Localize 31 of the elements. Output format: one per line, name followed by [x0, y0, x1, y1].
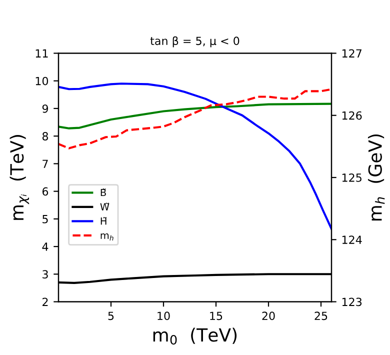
y-tick-label: 10: [36, 76, 48, 86]
y-tick-label: 11: [36, 49, 48, 58]
line-series: [58, 102, 332, 130]
legend-label: m$_{h}$: [100, 233, 114, 240]
y2-tick-label: 126: [342, 111, 362, 120]
y-tick-label: 8: [42, 132, 48, 140]
y2-tick-label: 125: [342, 173, 362, 182]
x-tick-label: 5: [108, 312, 114, 320]
y-tick-label: 4: [42, 242, 48, 251]
y-tick-label: 9: [42, 104, 48, 113]
y-tick-label: 7: [42, 160, 48, 168]
y2-tick-label: 123: [342, 298, 362, 306]
line-series: [58, 88, 332, 150]
legend-label: W̃: [100, 202, 110, 210]
y-tick-label: 3: [42, 270, 48, 279]
y2-tick-label: 127: [342, 49, 362, 58]
x-tick-label: 25: [314, 312, 328, 320]
line-series: [58, 82, 332, 230]
y2-axis-title: m$_{h}$ (GeV): [368, 134, 385, 221]
x-axis-title: m$_{0}$ (TeV): [153, 328, 237, 345]
chart-title: tan β = 5, μ < 0: [150, 36, 240, 48]
x-tick-label: 15: [210, 312, 222, 320]
y2-tick-label: 124: [342, 236, 362, 244]
x-tick-label: 20: [262, 312, 275, 320]
y-tick-label: 6: [42, 187, 48, 196]
legend-label: B̃: [100, 188, 106, 196]
x-tick-label: 10: [158, 312, 170, 320]
legend-label: H̃: [100, 217, 106, 225]
y-tick-label: 5: [42, 215, 48, 224]
y-axis-title: m$_{χᵢ}$ (TeV): [10, 135, 30, 220]
y-tick-label: 2: [42, 298, 48, 306]
